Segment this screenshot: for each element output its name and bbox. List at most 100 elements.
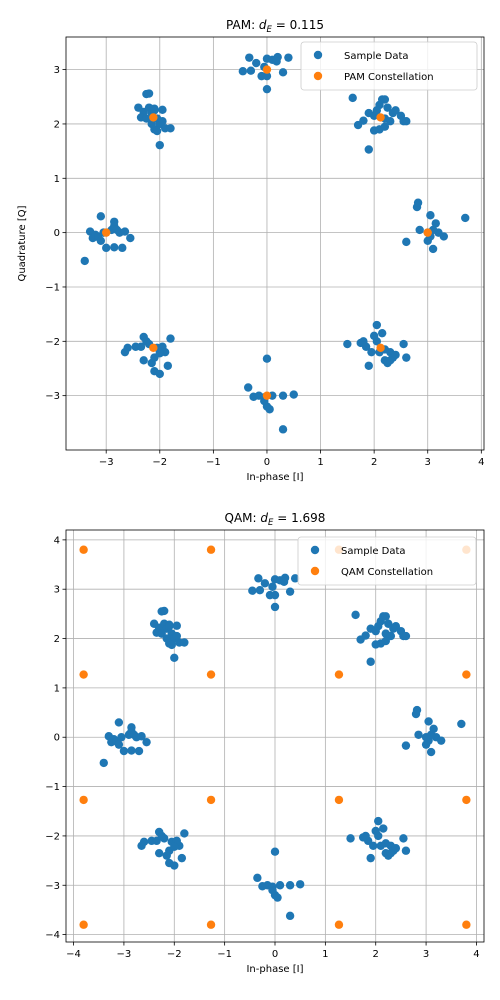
x-tick-label: 4: [473, 949, 479, 960]
y-tick-label: −3: [45, 391, 60, 402]
legend-label: Sample Data: [344, 51, 409, 62]
title-prefix: PAM:: [226, 18, 259, 32]
data-point: [262, 391, 272, 400]
data-point: [284, 53, 293, 62]
data-point: [436, 736, 446, 745]
data-point: [245, 53, 254, 62]
data-point: [386, 848, 396, 858]
data-point: [160, 606, 169, 616]
data-point: [150, 106, 159, 115]
y-axis-label: Quadrature [Q]: [17, 205, 28, 281]
chart-title: PAM: dE = 0.115: [226, 18, 324, 35]
data-point: [134, 746, 144, 756]
data-point: [412, 705, 422, 715]
data-point: [144, 89, 154, 98]
data-point: [334, 920, 344, 929]
x-tick-label: −2: [152, 457, 167, 468]
data-point: [114, 740, 124, 749]
data-point: [172, 631, 181, 641]
data-point: [376, 343, 385, 353]
data-point: [253, 873, 262, 883]
data-point: [254, 574, 263, 583]
y-tick-label: 0: [54, 228, 60, 239]
data-point: [285, 881, 295, 890]
axes-frame: [65, 36, 485, 451]
data-point: [262, 84, 272, 94]
data-point: [402, 353, 411, 362]
data-point: [142, 114, 151, 123]
data-point: [167, 640, 176, 650]
data-point: [439, 232, 449, 241]
data-point: [279, 577, 289, 587]
legend-marker: [313, 50, 323, 60]
data-point: [351, 610, 360, 620]
data-point: [364, 361, 373, 370]
title-suffix: = 0.115: [272, 18, 324, 32]
data-point: [101, 228, 111, 237]
data-point: [162, 634, 171, 643]
data-point: [380, 95, 390, 104]
y-tick-label: 2: [54, 634, 60, 645]
data-point: [262, 65, 272, 74]
data-point: [123, 343, 132, 353]
data-point: [423, 228, 432, 237]
data-point: [238, 67, 248, 76]
data-point: [285, 587, 295, 596]
data-point: [127, 746, 136, 755]
x-axis-label: In-phase [I]: [246, 964, 303, 975]
y-tick-label: −2: [45, 831, 60, 842]
y-tick-label: −3: [45, 881, 60, 892]
data-point: [366, 657, 375, 666]
y-tick-label: 1: [54, 174, 60, 185]
data-point: [290, 574, 300, 583]
data-point: [278, 68, 288, 77]
y-tick-label: 1: [54, 683, 60, 694]
data-point: [127, 723, 136, 732]
data-point: [367, 347, 376, 357]
data-point: [272, 57, 281, 66]
data-point: [119, 746, 129, 756]
data-point: [361, 831, 370, 841]
data-point: [149, 113, 158, 122]
data-point: [372, 337, 382, 346]
data-point: [414, 730, 423, 739]
y-tick-label: 4: [54, 535, 60, 546]
y-tick-label: −2: [45, 337, 60, 348]
data-point: [391, 350, 400, 360]
grid: [66, 37, 484, 450]
data-point: [158, 105, 167, 115]
data-point: [255, 585, 265, 595]
data-point: [163, 361, 173, 370]
data-point: [262, 354, 272, 363]
y-tick-label: −1: [45, 282, 60, 293]
data-point: [79, 670, 88, 679]
data-point: [114, 718, 124, 727]
data-point: [79, 795, 88, 805]
data-point: [366, 853, 375, 863]
x-tick-label: −3: [117, 949, 132, 960]
data-point: [139, 837, 149, 847]
data-point: [137, 732, 146, 741]
data-point: [262, 71, 272, 81]
data-point: [117, 733, 126, 742]
legend-label: PAM Constellation: [344, 72, 434, 83]
data-point: [139, 356, 148, 365]
data-point: [110, 243, 119, 252]
data-point: [334, 795, 344, 805]
x-axis-label: In-phase [I]: [246, 472, 303, 483]
data-point: [152, 126, 162, 136]
data-point: [359, 116, 368, 125]
data-point: [401, 846, 411, 855]
data-point: [275, 881, 285, 890]
data-point: [426, 211, 435, 220]
data-point: [273, 893, 282, 902]
data-point: [157, 831, 166, 841]
data-point: [381, 839, 390, 848]
data-point: [170, 861, 179, 870]
data-point: [369, 841, 378, 850]
data-point: [401, 631, 411, 641]
data-point: [386, 117, 395, 126]
data-point: [402, 237, 411, 247]
data-point: [462, 795, 471, 805]
data-point: [180, 829, 189, 838]
